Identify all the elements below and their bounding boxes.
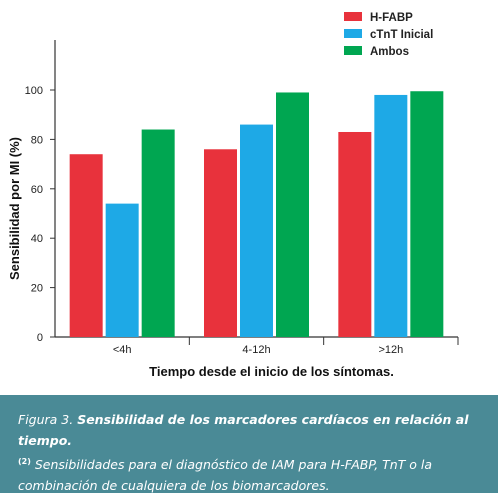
x-tick-label: <4h: [113, 344, 132, 356]
bar-h-fabp-1: [204, 149, 237, 337]
bar-chart: 0 20 40 60 80 100 <4h 4-12h >12h Tiempo desde el …: [7, 12, 459, 379]
bar-h-fabp-2: [338, 131, 372, 337]
figure-caption: Figura 3. Sensibilidad de los marcadores…: [0, 395, 498, 493]
bar-ctnt-inicial-1: [240, 124, 273, 337]
legend-swatch: [344, 46, 362, 55]
caption-superscript: (2): [18, 457, 31, 466]
y-axis-label: Sensibilidad por MI (%): [7, 137, 22, 280]
caption-body: Sensibilidades para el diagnóstico de IA…: [18, 457, 433, 494]
y-tick-label: 0: [37, 332, 43, 344]
y-tick-label: 100: [25, 85, 43, 97]
x-tick-label: >12h: [378, 344, 403, 356]
x-tick-label: 4-12h: [242, 344, 270, 356]
bar-ambos-2: [410, 91, 444, 337]
caption-figure-label: Figura 3.: [18, 412, 74, 427]
bar-ambos-0: [141, 129, 175, 337]
bar-ctnt-inicial-0: [105, 203, 139, 337]
caption-title: Sensibilidad de los marcadores cardíacos…: [18, 412, 469, 448]
legend-label: Ambos: [370, 46, 409, 58]
legend-label: H-FABP: [370, 12, 413, 24]
bar-ambos-1: [276, 92, 309, 337]
y-tick-label: 60: [31, 184, 43, 196]
y-tick-label: 40: [31, 233, 43, 245]
bar-h-fabp-0: [69, 154, 103, 337]
legend-label: cTnT Inicial: [370, 29, 433, 41]
x-axis-label: Tiempo desde el inicio de los síntomas.: [149, 364, 394, 379]
y-tick-label: 80: [31, 134, 43, 146]
chart-area: 0 20 40 60 80 100 <4h 4-12h >12h Tiempo desde el …: [7, 12, 459, 379]
bar-ctnt-inicial-2: [374, 94, 408, 337]
y-tick-label: 20: [31, 283, 43, 295]
legend-swatch: [344, 12, 362, 21]
legend-swatch: [344, 29, 362, 38]
